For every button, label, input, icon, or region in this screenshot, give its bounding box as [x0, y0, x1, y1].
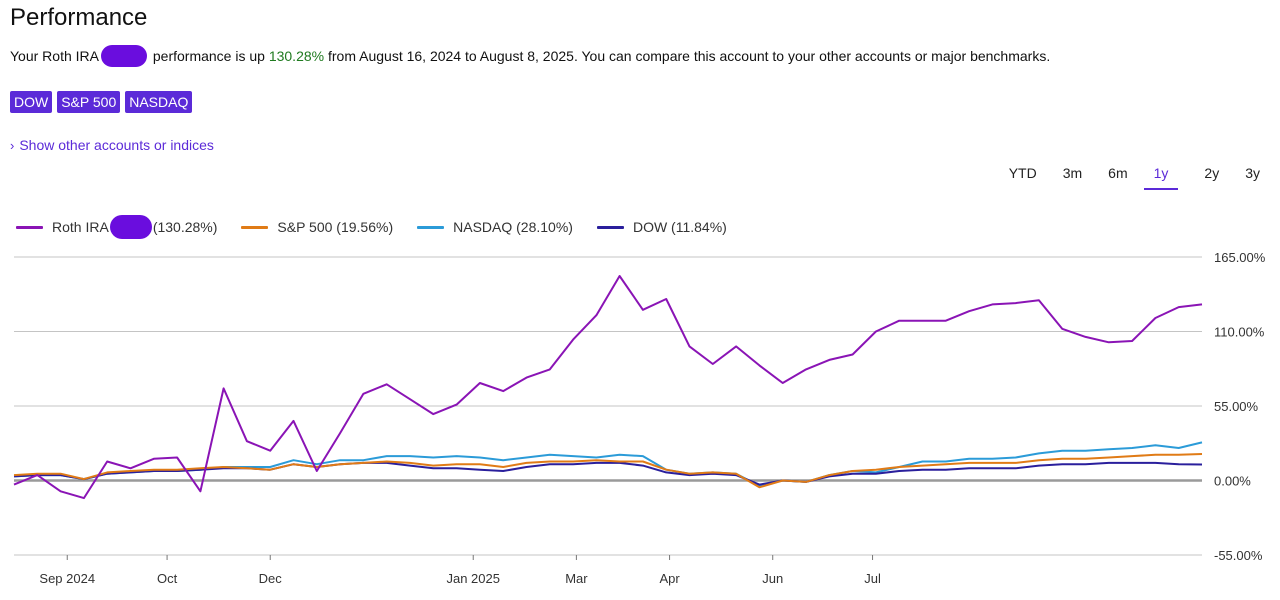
x-tick-label: Jun: [762, 571, 783, 586]
legend-label-nasdaq: NASDAQ (28.10%): [453, 219, 573, 235]
chart-legend: Roth IRA (130.28%) S&P 500 (19.56%) NASDA…: [16, 215, 751, 239]
range-tab-1y[interactable]: 1y: [1143, 163, 1179, 190]
performance-chart[interactable]: 165.00% 110.00% 55.00% 0.00% -55.00% Sep 2024…: [0, 240, 1280, 600]
y-tick-label: 165.00%: [1214, 250, 1266, 265]
legend-item-dow[interactable]: DOW (11.84%): [596, 215, 727, 239]
series-line-dow[interactable]: [13, 461, 1203, 486]
summary-suffix: from August 16, 2024 to August 8, 2025. …: [324, 48, 1051, 64]
redacted-account-number: [100, 45, 147, 67]
x-tick-label: Jan 2025: [446, 571, 500, 586]
x-tick-label: Dec: [259, 571, 283, 586]
x-tick-label: Oct: [157, 571, 178, 586]
x-tick-label: Apr: [659, 571, 680, 586]
legend-label-roth-suffix: (130.28%): [152, 219, 218, 235]
range-tab-6m[interactable]: 6m: [1108, 165, 1128, 181]
legend-item-sp500[interactable]: S&P 500 (19.56%): [241, 215, 393, 239]
legend-label-dow: DOW (11.84%): [632, 219, 727, 235]
summary-prefix: Your Roth IRA: [10, 48, 99, 64]
legend-item-roth-ira[interactable]: Roth IRA (130.28%): [16, 215, 217, 239]
legend-swatch-sp500: [241, 225, 269, 229]
benchmark-chips: DOW S&P 500 NASDAQ: [10, 91, 193, 113]
summary-mid: performance is up: [148, 48, 269, 64]
legend-label-sp500: S&P 500 (19.56%): [277, 219, 394, 235]
show-other-accounts-link[interactable]: › Show other accounts or indices: [10, 137, 214, 153]
summary-percent: 130.28%: [268, 48, 325, 64]
legend-swatch-dow: [596, 225, 624, 229]
range-tab-2y[interactable]: 2y: [1204, 165, 1220, 181]
legend-swatch-roth-ira: [16, 225, 43, 229]
x-tick-label: Jul: [864, 571, 881, 586]
time-range-tabs: YTD 3m 6m 1y 2y 3y: [983, 163, 1260, 190]
legend-label-roth-prefix: Roth IRA: [52, 219, 109, 235]
legend-swatch-nasdaq: [417, 225, 445, 229]
legend-item-nasdaq[interactable]: NASDAQ (28.10%): [417, 215, 573, 239]
y-tick-label: 0.00%: [1214, 474, 1251, 489]
show-other-label: Show other accounts or indices: [19, 137, 214, 153]
benchmark-chip-dow[interactable]: DOW: [10, 91, 53, 113]
y-tick-label: 55.00%: [1214, 399, 1259, 414]
benchmark-chip-nasdaq[interactable]: NASDAQ: [125, 91, 193, 113]
x-tick-label: Mar: [565, 571, 588, 586]
series-line-roth-ira[interactable]: [13, 275, 1203, 500]
x-tick-label: Sep 2024: [39, 571, 95, 586]
y-tick-label: 110.00%: [1214, 325, 1265, 340]
benchmark-chip-sp500[interactable]: S&P 500: [57, 91, 121, 113]
performance-summary: Your Roth IRA performance is up 130.28% …: [10, 45, 1050, 67]
redacted-account-number: [109, 215, 152, 239]
range-tab-3y[interactable]: 3y: [1245, 165, 1260, 181]
chevron-right-icon: ›: [10, 138, 15, 153]
y-tick-label: -55.00%: [1214, 548, 1263, 563]
range-tab-3m[interactable]: 3m: [1062, 165, 1083, 181]
page-title: Performance: [10, 4, 148, 31]
range-tab-ytd[interactable]: YTD: [1008, 165, 1037, 181]
series-line-s-p-500[interactable]: [13, 453, 1203, 489]
